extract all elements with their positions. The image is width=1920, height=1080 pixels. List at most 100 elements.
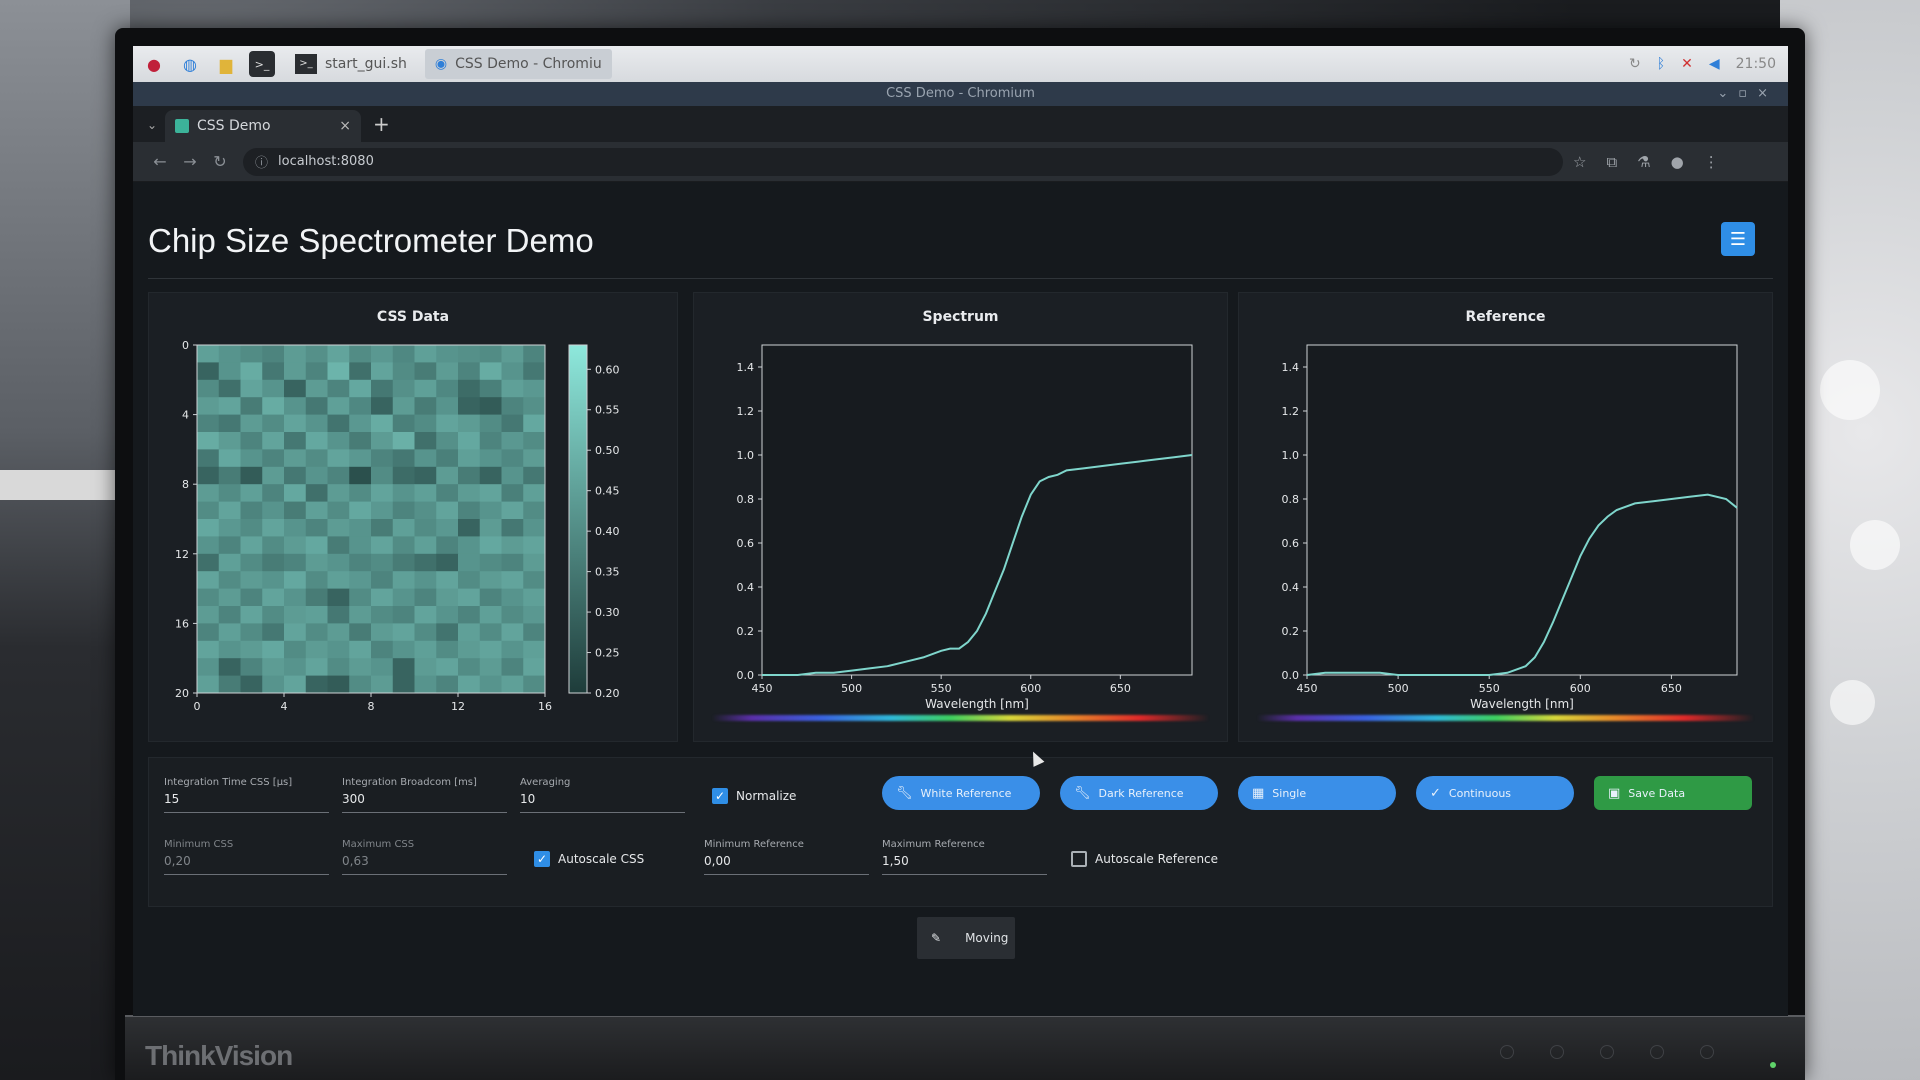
site-info-icon[interactable]: ⓘ bbox=[255, 156, 269, 171]
averaging-field[interactable]: Averaging 10 bbox=[520, 773, 685, 813]
checkbox-checked-icon[interactable]: ✓ bbox=[712, 788, 728, 804]
button-label: Single bbox=[1272, 786, 1307, 800]
monitor-chin bbox=[125, 1015, 1805, 1080]
heatmap-cell bbox=[501, 397, 524, 416]
heatmap-cell bbox=[284, 449, 307, 468]
field-value[interactable]: 10 bbox=[520, 792, 536, 806]
heatmap-cell bbox=[218, 553, 241, 572]
monitor-power-button[interactable] bbox=[1700, 1045, 1714, 1059]
heatmap-cell bbox=[284, 414, 307, 433]
integration-time-field[interactable]: Integration Time CSS [µs] 15 bbox=[164, 773, 329, 813]
minimum-css-field[interactable]: Minimum CSS 0,20 bbox=[164, 835, 329, 875]
heatmap-cell bbox=[218, 414, 241, 433]
maximum-reference-field[interactable]: Maximum Reference 1,50 bbox=[882, 835, 1047, 875]
checkbox-unchecked-icon[interactable] bbox=[1071, 851, 1087, 867]
heatmap-cell bbox=[501, 466, 524, 485]
maximum-css-field[interactable]: Maximum CSS 0,63 bbox=[342, 835, 507, 875]
reload-icon[interactable]: ↻ bbox=[213, 152, 227, 171]
heatmap-cell bbox=[262, 588, 285, 607]
monitor-button[interactable] bbox=[1550, 1045, 1564, 1059]
heatmap-cell bbox=[414, 623, 437, 642]
heatmap-cell bbox=[479, 640, 502, 659]
heatmap-cell bbox=[371, 432, 394, 450]
field-value[interactable]: 300 bbox=[342, 792, 365, 806]
file-manager-icon[interactable]: ▆ bbox=[219, 54, 233, 74]
heatmap-cell bbox=[523, 606, 546, 624]
heatmap-cell bbox=[218, 536, 241, 555]
address-bar[interactable]: ⓘ localhost:8080 bbox=[243, 147, 1563, 176]
field-value[interactable]: 0,00 bbox=[704, 854, 731, 868]
field-value[interactable]: 0,20 bbox=[164, 854, 191, 868]
network-disconnected-icon[interactable]: ✕ bbox=[1681, 56, 1693, 72]
more-menu-icon[interactable]: ⋮ bbox=[1703, 152, 1719, 171]
heatmap-cell bbox=[392, 432, 415, 450]
heatmap-cell bbox=[349, 588, 372, 607]
forward-icon[interactable]: → bbox=[183, 152, 197, 171]
browser-launcher-icon[interactable]: ◍ bbox=[183, 54, 197, 74]
heatmap-cell bbox=[327, 501, 350, 520]
update-icon[interactable]: ↻ bbox=[1628, 56, 1641, 72]
heatmap-cell bbox=[327, 466, 350, 485]
heatmap-cell bbox=[501, 362, 524, 381]
y-tick-label: 0.4 bbox=[737, 581, 755, 594]
integration-broadcom-field[interactable]: Integration Broadcom [ms] 300 bbox=[342, 773, 507, 813]
bluetooth-icon[interactable]: ᛒ bbox=[1656, 56, 1666, 72]
heatmap-cell bbox=[218, 606, 241, 624]
heatmap-cell bbox=[436, 571, 459, 590]
heatmap-cell bbox=[414, 414, 437, 433]
heatmap-cell bbox=[523, 466, 546, 485]
autoscale-css-checkbox[interactable]: ✓ Autoscale CSS bbox=[534, 851, 644, 867]
checkbox-checked-icon[interactable]: ✓ bbox=[534, 851, 550, 867]
white-reference-button[interactable]: 🔧︎ White Reference bbox=[882, 776, 1040, 810]
new-tab-icon[interactable]: + bbox=[373, 112, 390, 136]
heatmap-cell bbox=[392, 501, 415, 520]
heatmap-cell bbox=[197, 658, 220, 677]
heatmap-cell bbox=[240, 362, 263, 381]
clock[interactable]: 21:50 bbox=[1735, 56, 1776, 72]
tab-search-icon[interactable]: ⌄ bbox=[146, 118, 158, 132]
heatmap-cell bbox=[414, 640, 437, 659]
monitor-button[interactable] bbox=[1600, 1045, 1614, 1059]
window-controls[interactable]: ⌄▫× bbox=[1717, 86, 1778, 101]
heatmap-cell bbox=[479, 501, 502, 520]
y-tick-label: 1.0 bbox=[737, 449, 755, 462]
heatmap-cell bbox=[349, 571, 372, 590]
minimum-reference-field[interactable]: Minimum Reference 0,00 bbox=[704, 835, 869, 875]
series-line bbox=[1306, 493, 1738, 676]
spectrum-chart: 450 500 550 600 650 0.0 0.2 0.4 0.6 0.8 1.0 1.2 1.4 W… bbox=[737, 344, 1193, 711]
colorbar-tick-label: 0.50 bbox=[595, 444, 620, 457]
heatmap-cell bbox=[305, 449, 328, 468]
dark-reference-button[interactable]: 🔧︎ Dark Reference bbox=[1060, 776, 1218, 810]
volume-icon[interactable]: ◀ bbox=[1708, 56, 1720, 72]
y-tick-label: 0.2 bbox=[737, 625, 755, 638]
field-value[interactable]: 15 bbox=[164, 792, 180, 806]
taskbar-task-chromium[interactable]: ◉ CSS Demo - Chromiu bbox=[424, 49, 612, 79]
labs-icon[interactable]: ⚗ bbox=[1637, 152, 1651, 171]
heatmap-cell bbox=[327, 397, 350, 416]
continuous-button[interactable]: ✓ Continuous bbox=[1416, 776, 1574, 810]
hamburger-menu-button[interactable]: ☰ bbox=[1721, 222, 1755, 256]
heatmap-cell bbox=[305, 588, 328, 607]
monitor-button[interactable] bbox=[1650, 1045, 1664, 1059]
field-value[interactable]: 1,50 bbox=[882, 854, 909, 868]
close-tab-icon[interactable]: × bbox=[339, 118, 351, 134]
field-value[interactable]: 0,63 bbox=[342, 854, 369, 868]
profile-icon[interactable]: ● bbox=[1670, 152, 1684, 171]
terminal-icon[interactable]: >_ bbox=[249, 51, 275, 77]
heatmap-cell bbox=[284, 536, 307, 555]
back-icon[interactable]: ← bbox=[153, 152, 167, 171]
bookmark-star-icon[interactable]: ☆ bbox=[1573, 152, 1587, 171]
raspberry-menu-icon[interactable]: ● bbox=[147, 54, 161, 74]
heatmap-cell bbox=[501, 379, 524, 398]
single-button[interactable]: ▦ Single bbox=[1238, 776, 1396, 810]
monitor-button[interactable] bbox=[1500, 1045, 1514, 1059]
save-data-button[interactable]: ▣ Save Data bbox=[1594, 776, 1752, 810]
heatmap-cell bbox=[305, 484, 328, 503]
heatmap-cell bbox=[218, 675, 241, 694]
browser-tab[interactable]: CSS Demo × bbox=[165, 110, 361, 142]
heatmap-cell bbox=[458, 466, 481, 485]
normalize-checkbox[interactable]: ✓ Normalize bbox=[712, 788, 796, 804]
taskbar-task-terminal[interactable]: >_ start_gui.sh bbox=[285, 49, 417, 79]
extensions-icon[interactable]: ⧉ bbox=[1606, 152, 1618, 171]
autoscale-reference-checkbox[interactable]: Autoscale Reference bbox=[1071, 851, 1218, 867]
